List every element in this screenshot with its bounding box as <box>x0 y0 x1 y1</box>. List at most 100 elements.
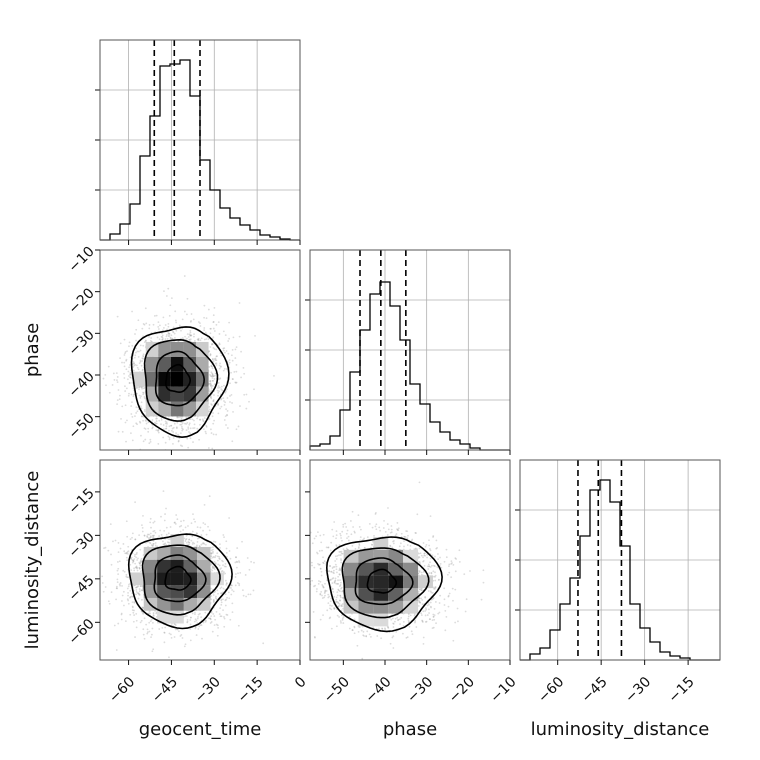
scatter-point <box>136 592 139 594</box>
scatter-point <box>96 552 98 554</box>
scatter-point <box>220 603 223 606</box>
scatter-point <box>143 534 146 537</box>
scatter-point <box>115 649 118 651</box>
scatter-point <box>235 364 238 366</box>
scatter-point <box>116 381 119 384</box>
scatter-point <box>222 598 224 601</box>
scatter-point <box>140 407 143 410</box>
scatter-point <box>241 589 244 592</box>
scatter-point <box>196 622 199 624</box>
scatter-point <box>157 321 160 324</box>
scatter-point <box>96 352 98 354</box>
scatter-point <box>218 342 221 345</box>
scatter-point <box>227 352 230 355</box>
scatter-point <box>215 348 218 351</box>
scatter-point <box>209 332 212 335</box>
scatter-point <box>224 562 227 565</box>
scatter-point <box>132 560 135 563</box>
scatter-point <box>126 419 128 422</box>
scatter-point <box>137 597 140 600</box>
density-cell <box>170 401 184 417</box>
scatter-point <box>116 587 118 590</box>
scatter-point <box>135 412 138 414</box>
density-cell <box>197 559 211 573</box>
scatter-point <box>116 578 119 581</box>
scatter-point <box>102 377 105 380</box>
scatter-point <box>131 609 134 612</box>
scatter-point <box>167 532 170 535</box>
scatter-point <box>164 513 166 515</box>
scatter-point <box>318 550 321 552</box>
scatter-point <box>134 566 137 569</box>
scatter-point <box>215 364 218 366</box>
density-cell <box>197 597 211 611</box>
scatter-point <box>210 371 213 374</box>
scatter-point <box>322 614 324 617</box>
scatter-point <box>146 535 148 538</box>
scatter-point <box>222 349 225 352</box>
scatter-point <box>162 428 165 431</box>
scatter-point <box>163 631 166 634</box>
scatter-point <box>209 382 212 385</box>
scatter-point <box>171 337 174 340</box>
scatter-point <box>203 503 206 506</box>
density-cell <box>158 356 171 372</box>
scatter-point <box>212 375 215 378</box>
scatter-point <box>181 318 184 321</box>
scatter-point <box>148 610 151 613</box>
scatter-point <box>238 335 241 338</box>
scatter-point <box>131 532 134 535</box>
scatter-point <box>209 384 212 387</box>
scatter-point <box>157 429 159 432</box>
x-tick-label: 0 <box>292 674 310 692</box>
scatter-point <box>209 354 212 357</box>
scatter-point <box>138 350 140 353</box>
scatter-point <box>135 364 138 367</box>
scatter-point <box>191 535 194 538</box>
scatter-point <box>140 589 143 592</box>
x-tick-label: −15 <box>235 674 267 706</box>
scatter-point <box>131 381 134 384</box>
scatter-point <box>141 415 144 418</box>
scatter-point <box>139 561 142 564</box>
scatter-point <box>221 591 224 594</box>
scatter-point <box>157 326 160 328</box>
scatter-point <box>172 331 175 334</box>
scatter-point <box>434 579 437 582</box>
scatter-point <box>218 557 221 560</box>
scatter-point <box>231 359 234 362</box>
scatter-point <box>227 340 230 342</box>
scatter-point <box>217 381 220 384</box>
scatter-point <box>203 329 206 332</box>
scatter-point <box>342 548 345 551</box>
x-tick-label: −60 <box>106 674 138 706</box>
scatter-point <box>132 559 135 562</box>
density-cell <box>170 341 184 357</box>
scatter-point <box>210 364 213 367</box>
density-cell <box>170 546 184 560</box>
density-cell <box>170 371 184 387</box>
scatter-point <box>212 347 215 349</box>
density-cell <box>196 356 209 372</box>
scatter-point <box>179 530 182 533</box>
scatter-point <box>140 619 143 622</box>
scatter-point <box>208 350 211 353</box>
scatter-point <box>135 328 138 331</box>
scatter-point <box>225 547 228 550</box>
scatter-point <box>254 334 256 337</box>
scatter-point <box>133 558 136 560</box>
density-cell <box>196 341 209 357</box>
scatter-point <box>243 372 246 375</box>
scatter-point <box>207 338 210 341</box>
scatter-point <box>225 408 227 411</box>
scatter-point <box>186 297 189 300</box>
scatter-point <box>174 319 177 322</box>
scatter-point <box>197 338 200 341</box>
scatter-point <box>184 643 187 646</box>
scatter-point <box>177 433 179 436</box>
scatter-point <box>162 490 165 493</box>
density-cell <box>157 597 171 611</box>
scatter-point <box>152 648 155 651</box>
scatter-point <box>323 560 326 563</box>
scatter-point <box>338 573 341 576</box>
